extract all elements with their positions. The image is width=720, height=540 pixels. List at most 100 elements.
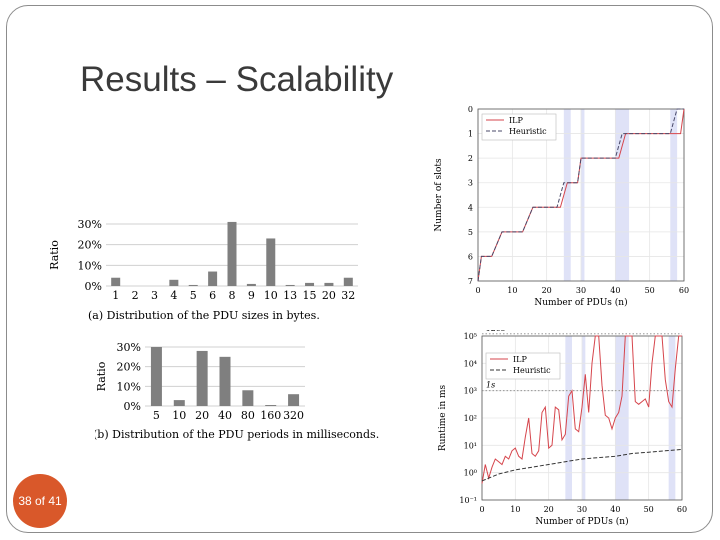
page-number-badge: 38 of 41 [13, 474, 67, 528]
bar [208, 271, 218, 286]
x-tick-label: 20 [542, 286, 552, 295]
x-tick-label: 60 [677, 505, 687, 514]
bar [150, 347, 162, 406]
x-tick-label: 10 [510, 505, 520, 514]
bar [111, 277, 121, 286]
y-tick-label: 10⁵ [464, 332, 477, 341]
legend-box [481, 113, 557, 141]
y-tick-label: 2 [468, 154, 473, 163]
y-tick-label: 20% [78, 239, 102, 252]
x-tick-label: 20 [195, 409, 209, 422]
y-tick-label: 10% [117, 380, 141, 393]
slide-frame [6, 5, 713, 533]
bar [266, 238, 276, 286]
shaded-region [615, 109, 630, 281]
legend-label: ILP [513, 355, 527, 364]
x-tick-label: 9 [248, 289, 255, 302]
x-tick-label: 1 [112, 289, 119, 302]
y-tick-label: 1 [468, 130, 473, 139]
y-tick-label: 10² [464, 414, 477, 423]
x-axis-label: Number of PDUs (n) [535, 516, 628, 527]
x-tick-label: 15 [303, 289, 317, 302]
y-tick-label: 4 [468, 203, 473, 212]
shaded-region [670, 109, 678, 281]
x-tick-label: 40 [218, 409, 232, 422]
bar [227, 221, 237, 286]
legend-label: ILP [509, 116, 523, 125]
x-tick-label: 50 [645, 286, 655, 295]
y-tick-label: 7 [468, 277, 473, 286]
bar [196, 350, 208, 406]
bar [219, 356, 231, 406]
x-tick-label: 5 [153, 409, 160, 422]
y-axis-label: Ratio [48, 240, 61, 270]
x-tick-label: 10 [264, 289, 278, 302]
x-tick-label: 60 [679, 286, 689, 295]
series-line [481, 335, 682, 484]
y-tick-label: 10% [78, 259, 102, 272]
series-line [481, 448, 683, 482]
y-tick-label: 10⁴ [464, 359, 477, 368]
runtime-chart: 0 10 20 30 40 50 60 10⁵ 10⁴ 10³ 10² 10¹ 10⁰ 10⁻¹ 120s 1… [438, 330, 687, 527]
bar [188, 284, 198, 286]
x-tick-label: 20 [322, 289, 336, 302]
y-tick-label: 10⁰ [464, 469, 477, 478]
x-tick-label: 40 [610, 286, 620, 295]
x-tick-label: 0 [475, 286, 480, 295]
plot-frame [477, 108, 685, 282]
reference-label: 120s [486, 330, 505, 333]
reference-label: 1s [486, 381, 495, 390]
y-axis-label: Ratio [95, 361, 108, 391]
x-tick-label: 3 [151, 289, 158, 302]
x-tick-label: 40 [610, 505, 620, 514]
x-tick-label: 0 [479, 505, 484, 514]
pdu-size-chart: 30% 20% 10% 0% Ratio 1 2 3 4 5 6 8 9 10 13 15 20 32 (a) Di… [48, 218, 358, 322]
x-tick-label: 20 [544, 505, 554, 514]
bar [288, 394, 300, 406]
x-tick-label: 2 [132, 289, 139, 302]
x-tick-label: 32 [341, 289, 355, 302]
y-tick-label: 0% [124, 400, 141, 413]
figure-caption: (a) Distribution of the PDU sizes in byt… [88, 309, 320, 322]
plot-frame [481, 335, 683, 501]
bar [285, 284, 295, 286]
y-tick-label: 10³ [464, 387, 477, 396]
y-tick-label: 0% [85, 280, 102, 293]
x-tick-label: 160 [260, 409, 281, 422]
shaded-region [581, 109, 585, 281]
y-tick-label: 6 [468, 252, 473, 261]
bar [246, 283, 256, 286]
legend-label: Heuristic [513, 366, 551, 375]
pdu-period-chart: 30% 20% 10% 0% Ratio 5 10 20 40 80 160 320 (b) Distr… [95, 341, 379, 441]
y-tick-label: 20% [117, 361, 141, 374]
x-tick-label: 320 [283, 409, 304, 422]
shaded-region [563, 109, 571, 281]
y-tick-label: 30% [78, 218, 102, 231]
bar [324, 282, 334, 286]
y-tick-label: 30% [117, 341, 141, 354]
y-axis-label: Runtime in ms [438, 384, 448, 451]
x-tick-label: 80 [241, 409, 255, 422]
y-tick-label: 3 [468, 179, 473, 188]
x-tick-label: 30 [577, 505, 587, 514]
bar [305, 282, 315, 286]
x-tick-label: 50 [644, 505, 654, 514]
bar [343, 277, 353, 286]
x-tick-label: 10 [172, 409, 186, 422]
x-tick-label: 6 [209, 289, 216, 302]
bar [173, 400, 185, 406]
x-tick-label: 10 [507, 286, 517, 295]
series-line [477, 108, 684, 282]
x-tick-label: 30 [576, 286, 586, 295]
y-tick-label: 10¹ [464, 441, 477, 450]
x-tick-label: 8 [229, 289, 236, 302]
slide-title: Results – Scalability [80, 60, 394, 99]
bar [265, 405, 277, 406]
y-tick-label: 0 [468, 105, 473, 114]
bar [242, 390, 254, 406]
legend-label: Heuristic [509, 127, 547, 136]
y-tick-label: 5 [468, 228, 473, 237]
y-axis-label: Number of slots [434, 158, 444, 232]
legend-box [485, 352, 561, 380]
bar [169, 279, 179, 286]
